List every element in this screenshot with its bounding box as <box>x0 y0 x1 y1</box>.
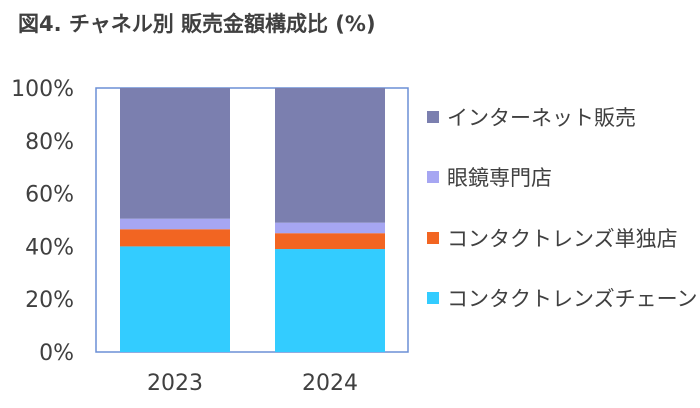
legend-swatch <box>427 232 439 244</box>
y-tick-label: 80% <box>25 130 74 155</box>
x-tick-label: 2024 <box>302 371 358 396</box>
y-tick-label: 20% <box>25 288 74 313</box>
legend-label: コンタクトレンズチェーン <box>447 287 698 311</box>
y-tick-label: 60% <box>25 183 74 208</box>
plot-frame <box>95 87 409 353</box>
bar-2024-series-3 <box>275 88 385 223</box>
bar-2024-series-2 <box>275 222 385 234</box>
bar-2023-series-3 <box>120 88 230 219</box>
y-axis: 0% 20% 40% 60% 80% 100% <box>11 77 74 366</box>
y-tick-label: 0% <box>39 341 74 366</box>
bars-group <box>120 88 385 352</box>
bar-2023-series-1 <box>120 229 230 247</box>
x-axis: 2023 2024 <box>147 371 358 396</box>
legend-label: 眼鏡専門店 <box>447 166 552 190</box>
bar-2023-series-2 <box>120 218 230 230</box>
legend-swatch <box>427 111 439 123</box>
bar-2023-series-0 <box>120 246 230 352</box>
y-tick-label: 100% <box>11 77 74 102</box>
chart-title: 図4. チャネル別 販売金額構成比 (%) <box>18 12 376 36</box>
legend-swatch <box>427 171 439 183</box>
legend-label: コンタクトレンズ単独店 <box>447 227 678 251</box>
legend-label: インターネット販売 <box>447 106 636 130</box>
bar-2024-series-1 <box>275 233 385 250</box>
legend-swatch <box>427 292 439 304</box>
y-tick-label: 40% <box>25 235 74 260</box>
x-tick-label: 2023 <box>147 371 203 396</box>
bar-2024-series-0 <box>275 249 385 352</box>
